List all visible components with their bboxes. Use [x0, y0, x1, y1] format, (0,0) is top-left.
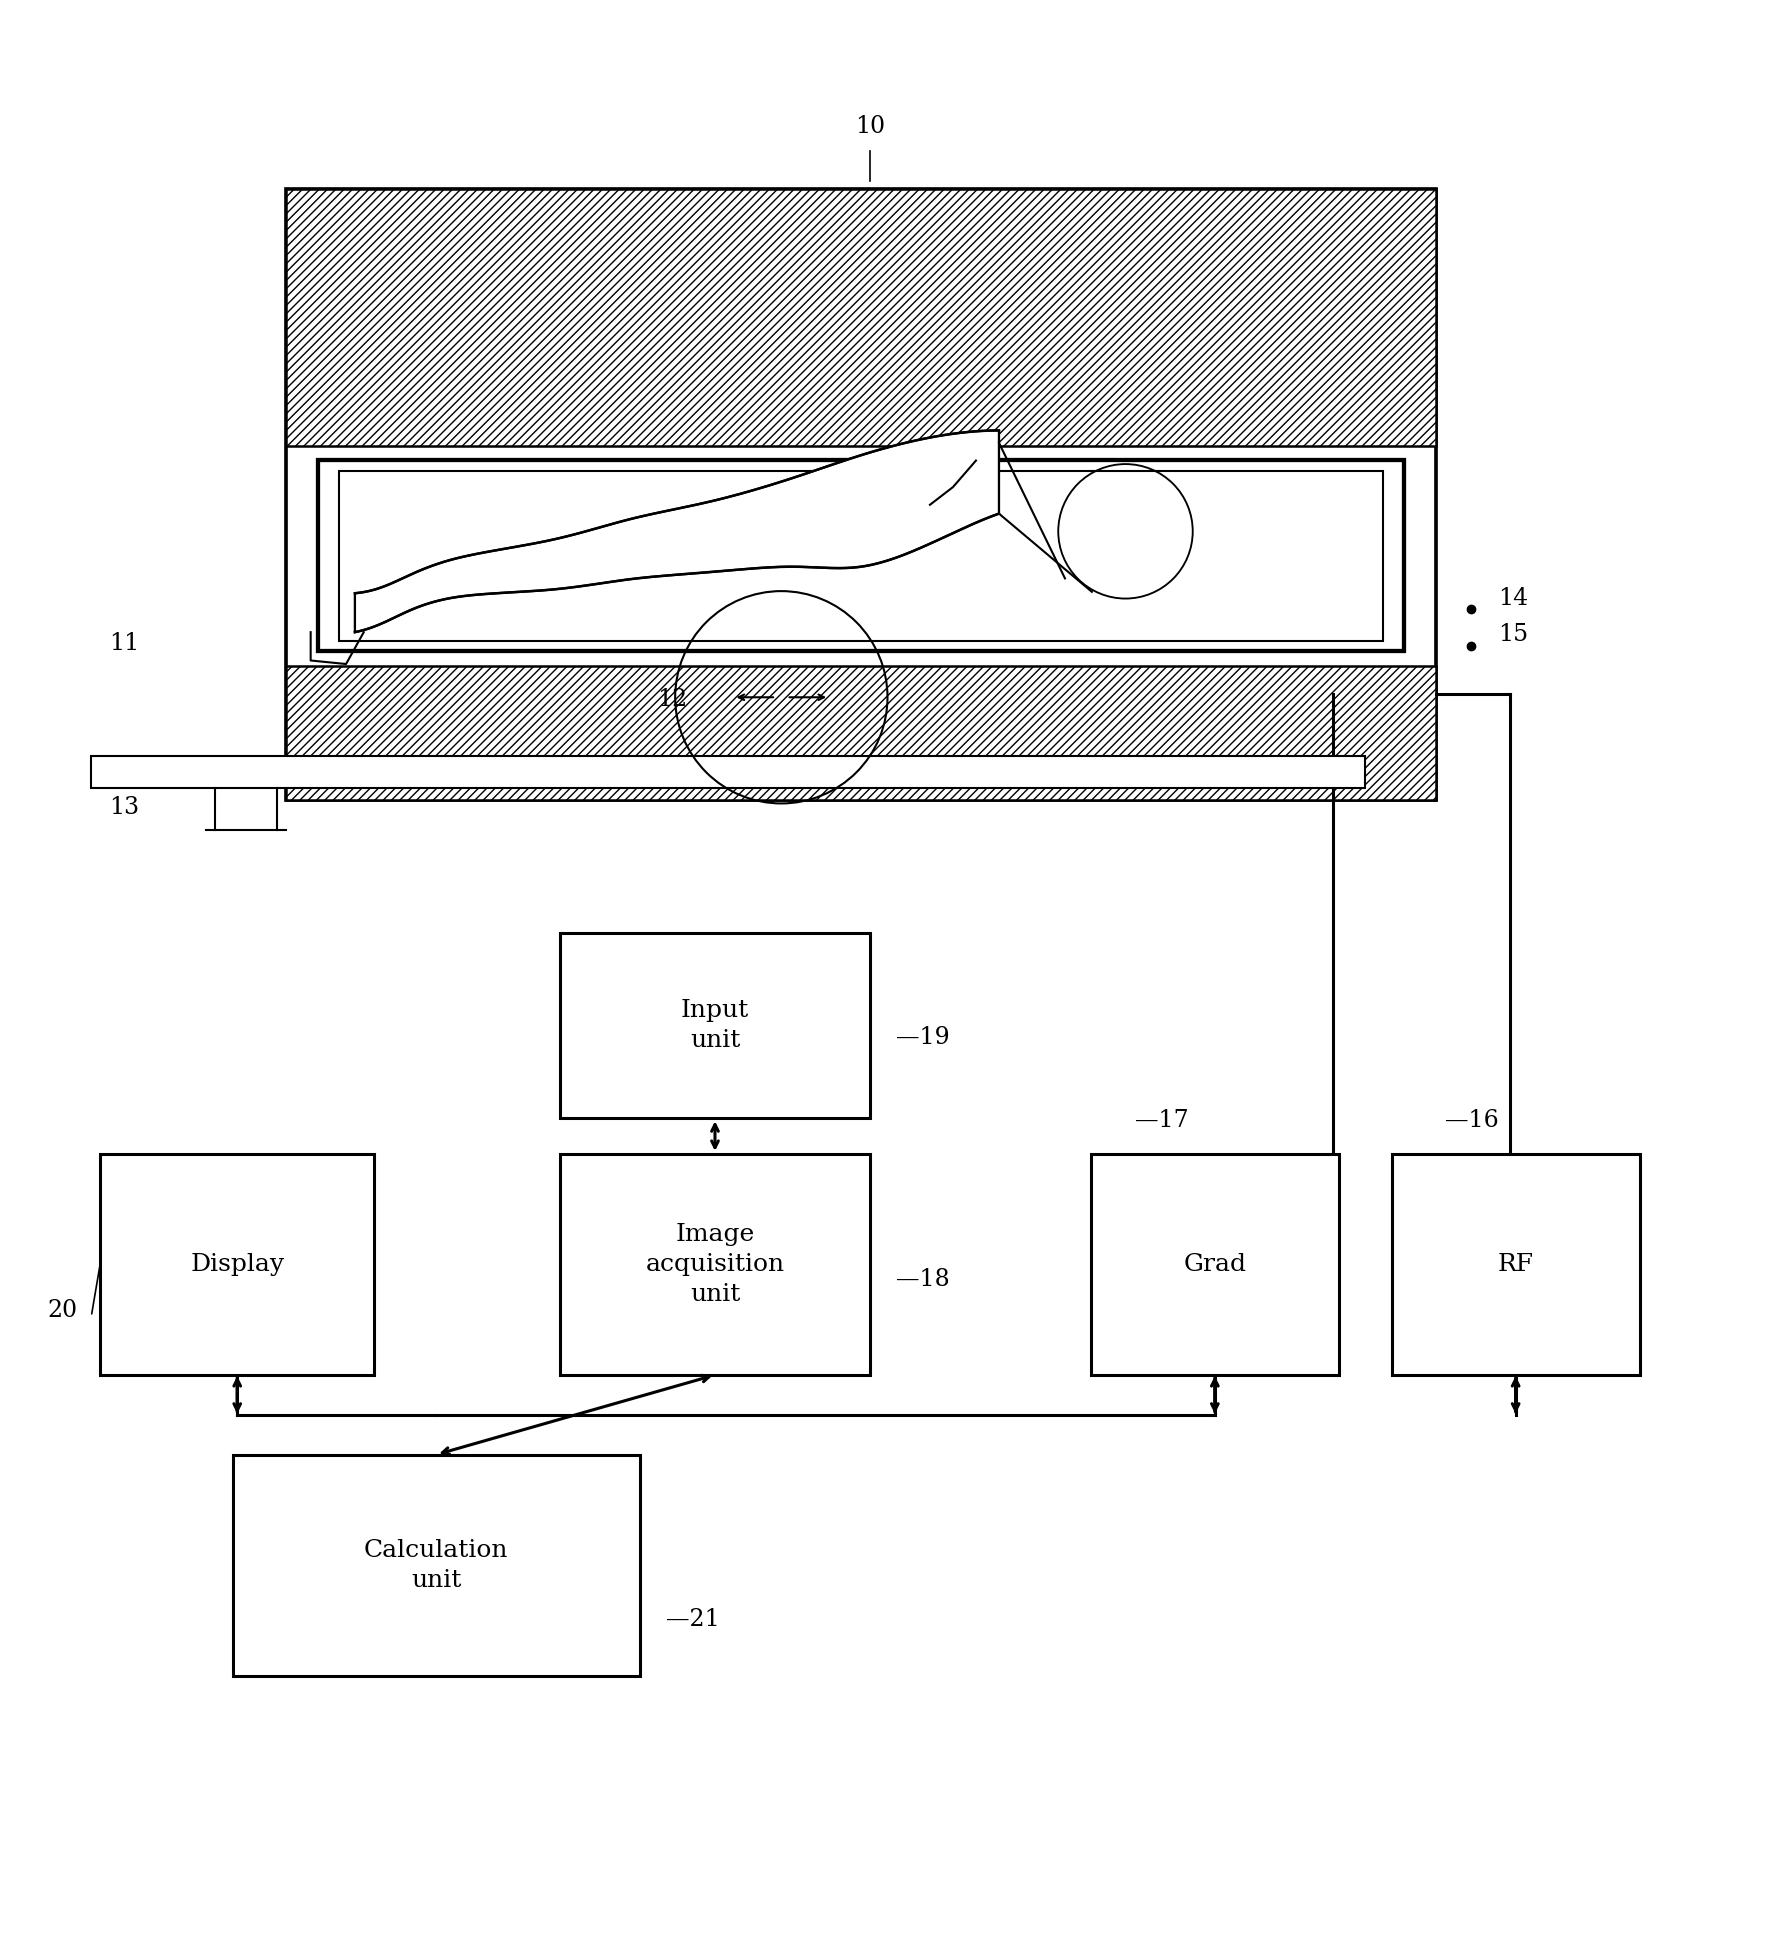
Text: —17: —17	[1136, 1109, 1189, 1133]
Bar	[318, 461, 1404, 650]
Bar	[286, 666, 1436, 800]
Text: RF: RF	[1498, 1253, 1534, 1276]
Bar	[561, 1154, 870, 1375]
Text: Image
acquisition
unit: Image acquisition unit	[646, 1224, 785, 1307]
Bar	[286, 190, 1436, 800]
Text: 13: 13	[108, 796, 138, 819]
Text: —18: —18	[896, 1268, 950, 1291]
Text: Grad: Grad	[1184, 1253, 1246, 1276]
Text: Display: Display	[190, 1253, 284, 1276]
Text: 12: 12	[657, 687, 687, 711]
Text: 20: 20	[46, 1299, 76, 1322]
Bar	[286, 190, 1436, 445]
Bar	[99, 1154, 375, 1375]
Text: —21: —21	[666, 1609, 721, 1632]
Text: Calculation
unit: Calculation unit	[364, 1539, 509, 1591]
Bar	[1092, 1154, 1338, 1375]
Bar	[561, 933, 870, 1119]
Bar	[1392, 1154, 1640, 1375]
Text: 10: 10	[856, 114, 886, 137]
Text: —19: —19	[896, 1026, 950, 1049]
Bar	[91, 755, 1365, 788]
Text: 15: 15	[1498, 623, 1528, 645]
Bar	[233, 1454, 639, 1677]
Text: 11: 11	[108, 631, 138, 654]
Bar	[339, 470, 1383, 641]
Text: —16: —16	[1445, 1109, 1498, 1133]
PathPatch shape	[355, 430, 999, 633]
Text: Input
unit: Input unit	[682, 999, 749, 1051]
Text: 14: 14	[1498, 587, 1528, 610]
